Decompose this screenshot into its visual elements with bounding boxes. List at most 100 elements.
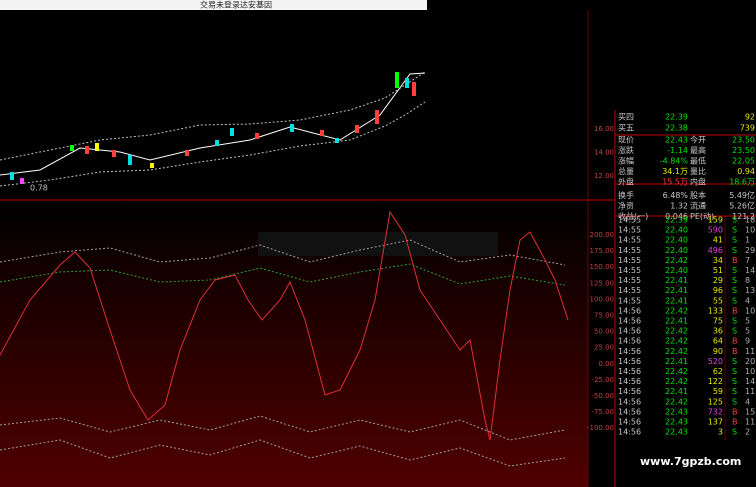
candles bbox=[10, 72, 416, 184]
trade-volume: 159 bbox=[708, 216, 723, 225]
trade-volume: 51 bbox=[713, 266, 723, 275]
trade-count: 10 bbox=[745, 367, 755, 376]
trade-volume: 36 bbox=[713, 327, 723, 336]
trade-side: B bbox=[732, 306, 738, 315]
trade-count: 4 bbox=[745, 296, 750, 305]
trade-volume: 90 bbox=[713, 347, 723, 356]
stat-label: 涨幅 bbox=[618, 156, 634, 166]
trade-side: S bbox=[732, 216, 737, 225]
trade-volume: 64 bbox=[713, 337, 723, 346]
trade-side: S bbox=[732, 357, 737, 366]
trade-price: 22.41 bbox=[665, 357, 688, 366]
trade-time: 14:56 bbox=[618, 327, 641, 336]
trade-time: 14:55 bbox=[618, 246, 641, 255]
trade-count: 11 bbox=[745, 418, 755, 427]
stat-value: 15.5万 bbox=[662, 178, 688, 187]
trade-count: 14 bbox=[745, 266, 755, 275]
trade-volume: 75 bbox=[713, 317, 723, 326]
stat-label: 换手 bbox=[618, 190, 634, 200]
trade-count: 1 bbox=[745, 236, 750, 245]
stock-name: 达安基因 bbox=[240, 0, 272, 10]
stat-value: 0.94 bbox=[737, 167, 755, 176]
trade-side: S bbox=[732, 226, 737, 235]
trade-side: S bbox=[732, 387, 737, 396]
trade-side: S bbox=[732, 246, 737, 255]
stat-label: 现价 bbox=[618, 136, 634, 145]
trade-count: 10 bbox=[745, 226, 755, 235]
bid-label: 买五 bbox=[618, 124, 634, 133]
trade-side: S bbox=[732, 236, 737, 245]
indicator-axis-label: 50.00 bbox=[594, 328, 614, 336]
trade-side: S bbox=[732, 327, 737, 336]
stat-value: 121.2 bbox=[732, 212, 755, 221]
trade-side: S bbox=[732, 397, 737, 406]
trade-time: 14:56 bbox=[618, 357, 641, 366]
trade-count: 5 bbox=[745, 327, 750, 336]
trade-price: 22.43 bbox=[665, 407, 688, 416]
trade-count: 10 bbox=[745, 306, 755, 315]
trade-volume: 122 bbox=[708, 377, 723, 386]
indicator-axis-label: 175.00 bbox=[590, 247, 615, 255]
trade-count: 11 bbox=[745, 387, 755, 396]
stat-value: 5.26亿 bbox=[729, 201, 755, 211]
trade-count: 7 bbox=[745, 256, 750, 265]
stat-value: 0.046 bbox=[665, 212, 688, 221]
indicator-axis-label: -75.00 bbox=[591, 408, 614, 416]
trade-side: B bbox=[732, 347, 738, 356]
stat-value: 5.49亿 bbox=[729, 190, 755, 200]
trade-volume: 137 bbox=[708, 418, 723, 427]
bid-volume: 92 bbox=[745, 113, 755, 122]
indicator-axis-label: -50.00 bbox=[591, 392, 614, 400]
trade-time: 14:56 bbox=[618, 407, 641, 416]
bid-price: 22.38 bbox=[665, 124, 688, 133]
stat-label: 收益(一) bbox=[618, 211, 648, 221]
trade-time: 14:56 bbox=[618, 367, 641, 376]
trade-time: 14:55 bbox=[618, 266, 641, 275]
bid-label: 买四 bbox=[618, 113, 634, 122]
indicator-axis-label: -100.00 bbox=[587, 424, 614, 432]
indicator-axis-label: 0.00 bbox=[598, 360, 614, 368]
stat-label: 外盘 bbox=[618, 177, 634, 187]
price-chart bbox=[0, 71, 426, 187]
trade-count: 29 bbox=[745, 246, 755, 255]
trade-side: S bbox=[732, 266, 737, 275]
trade-price: 22.41 bbox=[665, 276, 688, 285]
stat-label: 净资 bbox=[618, 201, 634, 211]
trade-price: 22.43 bbox=[665, 418, 688, 427]
trade-volume: 96 bbox=[713, 286, 723, 295]
price-axis-label: 16.00 bbox=[594, 125, 614, 133]
stat-label: 股本 bbox=[690, 190, 706, 200]
trade-price: 22.40 bbox=[665, 236, 688, 245]
stat-value: -1.14 bbox=[667, 146, 688, 155]
trade-volume: 590 bbox=[708, 226, 723, 235]
indicator-axis-label: -25.00 bbox=[591, 376, 614, 384]
trade-price: 22.42 bbox=[665, 256, 688, 265]
trade-volume: 125 bbox=[708, 397, 723, 406]
trade-volume: 732 bbox=[708, 407, 723, 416]
trade-time: 14:55 bbox=[618, 296, 641, 305]
trade-count: 9 bbox=[745, 337, 750, 346]
trade-price: 22.41 bbox=[665, 387, 688, 396]
trade-volume: 55 bbox=[713, 296, 723, 305]
stat-label: 最高 bbox=[690, 145, 706, 155]
stat-value: 23.50 bbox=[732, 146, 755, 155]
trade-price: 22.42 bbox=[665, 367, 688, 376]
trade-side: S bbox=[732, 276, 737, 285]
trade-side: B bbox=[732, 256, 738, 265]
trade-time: 14:55 bbox=[618, 286, 641, 295]
trade-time: 14:55 bbox=[618, 226, 641, 235]
trade-price: 22.40 bbox=[665, 226, 688, 235]
price-axis-label: 12.00 bbox=[594, 172, 614, 180]
trade-price: 22.40 bbox=[665, 246, 688, 255]
stat-label: 量比 bbox=[690, 166, 706, 176]
trade-price: 22.42 bbox=[665, 347, 688, 356]
trade-time: 14:55 bbox=[618, 216, 641, 225]
stat-value: 22.43 bbox=[665, 136, 688, 145]
stat-label: 流通 bbox=[690, 201, 706, 211]
trade-time: 14:56 bbox=[618, 306, 641, 315]
trade-count: 15 bbox=[745, 407, 755, 416]
trade-time: 14:55 bbox=[618, 256, 641, 265]
overlay-box bbox=[258, 232, 498, 256]
